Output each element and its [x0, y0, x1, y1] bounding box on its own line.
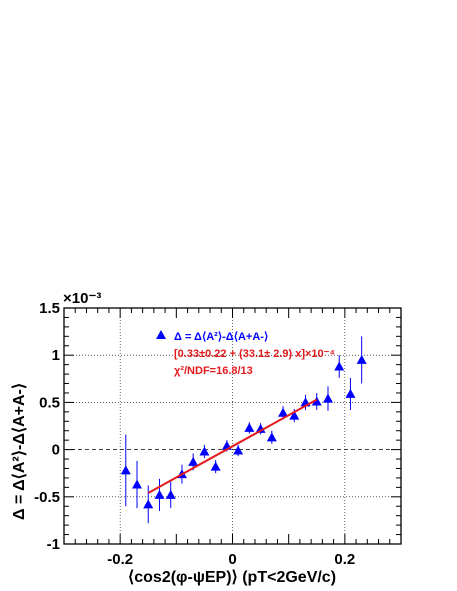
fit-line [147, 398, 318, 494]
axis-ticks [63, 307, 402, 545]
y-tick-labels: -1 -0.5 0 0.5 1 1.5 [34, 300, 60, 553]
y-multiplier: ×10⁻³ [63, 290, 101, 307]
x-tick-label: 0 [228, 551, 236, 568]
y-tick-label: 0 [52, 442, 60, 459]
data-point [345, 388, 356, 398]
legend: Δ = Δ⟨A²⟩-Δ⟨A+A-⟩ [0.33±0.22 + (33.1± 2.… [156, 330, 335, 377]
data-point [356, 354, 367, 364]
data-point [233, 445, 244, 455]
data-point [244, 422, 255, 432]
y-tick-label: -0.5 [34, 489, 60, 506]
data-point [199, 446, 210, 456]
data-point [311, 396, 322, 406]
y-tick-label: 1.5 [39, 300, 60, 317]
data-point [143, 499, 154, 509]
data-point [266, 432, 277, 442]
x-tick-labels: -0.2 0 0.2 [107, 551, 355, 568]
data-point [165, 489, 176, 499]
y-tick-label: -1 [47, 536, 60, 553]
grid-lines [64, 307, 401, 545]
legend-marker [156, 330, 166, 339]
data-point [132, 479, 143, 489]
chi2-label: χ²/NDF=16.8/13 [174, 365, 253, 377]
legend-series-label: Δ = Δ⟨A²⟩-Δ⟨A+A-⟩ [174, 331, 268, 343]
data-point [322, 393, 333, 403]
data-point [154, 489, 165, 499]
fit-label: [0.33±0.22 + (33.1± 2.9) x]×10⁻⁴ [174, 348, 335, 360]
y-tick-label: 0.5 [39, 394, 60, 411]
y-axis-title: Δ = Δ⟨A²⟩-Δ⟨A+A-⟩ [11, 383, 28, 520]
x-tick-label: -0.2 [107, 551, 133, 568]
y-tick-label: 1 [52, 347, 60, 364]
data-point [334, 361, 345, 371]
data-point [210, 461, 221, 471]
data-point [278, 407, 289, 417]
data-points [120, 354, 367, 509]
x-tick-label: 0.2 [334, 551, 355, 568]
data-point [188, 456, 199, 466]
x-axis-title: ⟨cos2(φ-ψEP)⟩ (pT<2GeV/c) [128, 569, 336, 586]
data-point [289, 410, 300, 420]
data-point [120, 465, 131, 475]
data-point [255, 423, 266, 433]
